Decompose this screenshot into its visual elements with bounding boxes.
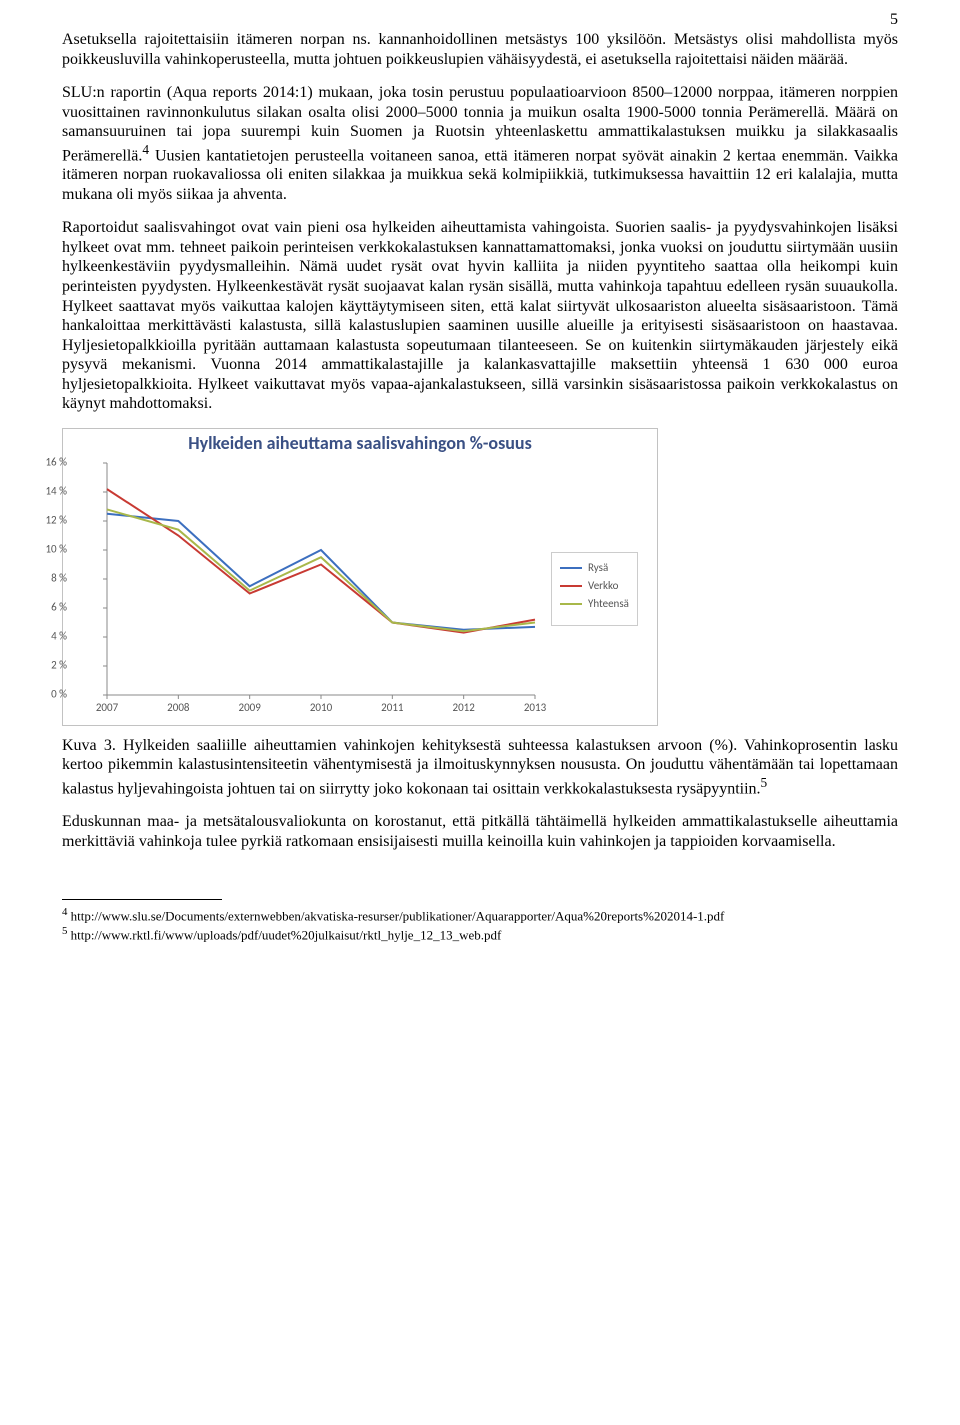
ytick-label: 0 %	[33, 688, 67, 701]
ytick-label: 4 %	[33, 630, 67, 643]
xtick-label: 2009	[226, 701, 274, 714]
chart-plot: 0 %2 %4 %6 %8 %10 %12 %14 %16 %200720082…	[69, 459, 539, 719]
ytick-label: 14 %	[33, 485, 67, 498]
fn4-text: http://www.slu.se/Documents/externwebben…	[67, 909, 724, 924]
legend-label: Yhteensä	[588, 597, 629, 610]
xtick-label: 2008	[154, 701, 202, 714]
chart-container: Hylkeiden aiheuttama saalisvahingon %-os…	[62, 428, 658, 726]
ytick-label: 2 %	[33, 659, 67, 672]
footnote-ref-5: 5	[761, 775, 768, 790]
legend-label: Verkko	[588, 579, 618, 592]
legend-swatch	[560, 567, 582, 569]
para-2: SLU:n raportin (Aqua reports 2014:1) muk…	[62, 83, 898, 204]
para-3: Raportoidut saalisvahingot ovat vain pie…	[62, 218, 898, 413]
chart-legend: Rysä Verkko Yhteensä	[551, 552, 638, 626]
xtick-label: 2011	[368, 701, 416, 714]
ytick-label: 6 %	[33, 601, 67, 614]
legend-item: Rysä	[560, 559, 629, 577]
ytick-label: 8 %	[33, 572, 67, 585]
legend-item: Yhteensä	[560, 595, 629, 613]
legend-item: Verkko	[560, 577, 629, 595]
xtick-label: 2010	[297, 701, 345, 714]
page-number: 5	[890, 10, 898, 30]
footnotes: 4 http://www.slu.se/Documents/externwebb…	[62, 899, 898, 942]
ytick-label: 10 %	[33, 543, 67, 556]
xtick-label: 2007	[83, 701, 131, 714]
ytick-label: 12 %	[33, 514, 67, 527]
legend-swatch	[560, 603, 582, 605]
legend-label: Rysä	[588, 561, 608, 574]
para-2b: Uusien kantatietojen perusteella voitane…	[62, 147, 898, 203]
legend-swatch	[560, 585, 582, 587]
footnote-rule	[62, 899, 222, 900]
chart-title: Hylkeiden aiheuttama saalisvahingon %-os…	[69, 433, 651, 455]
footnote-5: 5 http://www.rktl.fi/www/uploads/pdf/uud…	[62, 925, 898, 943]
fn5-text: http://www.rktl.fi/www/uploads/pdf/uudet…	[67, 927, 501, 942]
para-4: Eduskunnan maa- ja metsätalousvaliokunta…	[62, 812, 898, 851]
footnote-4: 4 http://www.slu.se/Documents/externwebb…	[62, 906, 898, 924]
ytick-label: 16 %	[33, 456, 67, 469]
xtick-label: 2013	[511, 701, 559, 714]
figure-caption: Kuva 3. Hylkeiden saaliille aiheuttamien…	[62, 736, 898, 799]
series-verkko	[107, 489, 535, 633]
xtick-label: 2012	[440, 701, 488, 714]
para-1: Asetuksella rajoitettaisiin itämeren nor…	[62, 30, 898, 69]
figure-caption-text: Kuva 3. Hylkeiden saaliille aiheuttamien…	[62, 737, 898, 797]
series-yhteensä	[107, 509, 535, 631]
